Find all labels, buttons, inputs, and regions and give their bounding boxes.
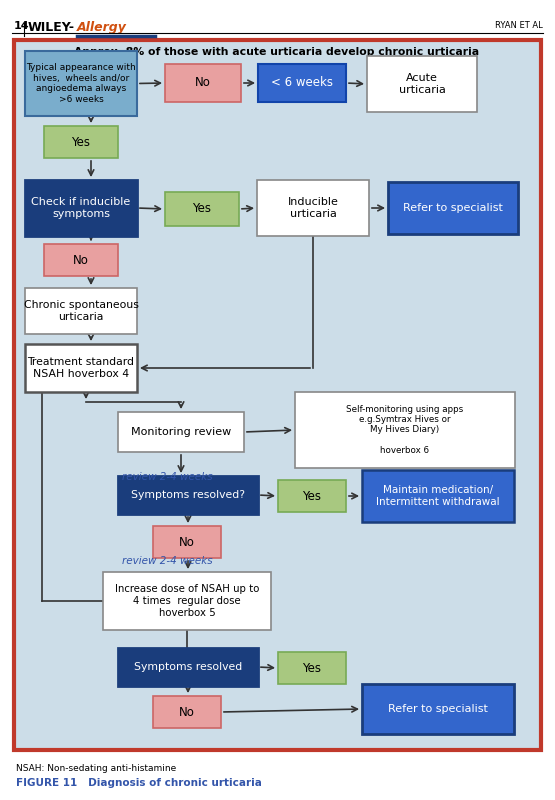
Text: Inducible
urticaria: Inducible urticaria xyxy=(287,198,339,218)
FancyBboxPatch shape xyxy=(118,648,258,686)
Text: No: No xyxy=(73,254,89,266)
FancyBboxPatch shape xyxy=(103,572,271,630)
Text: Allergy: Allergy xyxy=(77,21,127,34)
Text: Yes: Yes xyxy=(193,202,211,215)
FancyBboxPatch shape xyxy=(257,180,369,236)
Text: Refer to specialist: Refer to specialist xyxy=(403,203,503,213)
FancyBboxPatch shape xyxy=(25,180,137,236)
Text: < 6 weeks: < 6 weeks xyxy=(271,77,333,90)
FancyBboxPatch shape xyxy=(44,244,118,276)
Text: FIGURE 11   Diagnosis of chronic urticaria: FIGURE 11 Diagnosis of chronic urticaria xyxy=(16,778,262,788)
Text: Yes: Yes xyxy=(72,135,90,149)
FancyBboxPatch shape xyxy=(258,64,346,102)
Text: WILEY-: WILEY- xyxy=(28,21,75,34)
Text: No: No xyxy=(195,77,211,90)
FancyBboxPatch shape xyxy=(44,126,118,158)
Text: Increase dose of NSAH up to
4 times  regular dose
hoverbox 5: Increase dose of NSAH up to 4 times regu… xyxy=(115,584,259,618)
FancyBboxPatch shape xyxy=(388,182,518,234)
FancyBboxPatch shape xyxy=(278,480,346,512)
Text: Treatment standard
NSAH hoverbox 4: Treatment standard NSAH hoverbox 4 xyxy=(28,357,134,379)
FancyBboxPatch shape xyxy=(25,51,137,116)
FancyBboxPatch shape xyxy=(165,64,241,102)
FancyBboxPatch shape xyxy=(14,40,541,750)
Text: Typical appearance with
hives,  wheels and/or
angioedema always
>6 weeks: Typical appearance with hives, wheels an… xyxy=(26,63,136,104)
FancyBboxPatch shape xyxy=(25,288,137,334)
Text: NSAH: Non-sedating anti-histamine: NSAH: Non-sedating anti-histamine xyxy=(16,764,176,773)
FancyBboxPatch shape xyxy=(25,344,137,392)
FancyBboxPatch shape xyxy=(118,476,258,514)
Text: Acute
urticaria: Acute urticaria xyxy=(398,74,446,94)
Text: Symptoms resolved?: Symptoms resolved? xyxy=(131,490,245,500)
Text: Check if inducible
symptoms: Check if inducible symptoms xyxy=(32,198,130,218)
Text: Approx. 8% of those with acute urticaria develop chronic urticaria: Approx. 8% of those with acute urticaria… xyxy=(74,47,480,57)
Text: Refer to specialist: Refer to specialist xyxy=(388,704,488,714)
Text: Yes: Yes xyxy=(302,490,321,502)
Text: Self-monitoring using apps
e.g.Symtrax Hives or
My Hives Diary)

hoverbox 6: Self-monitoring using apps e.g.Symtrax H… xyxy=(346,405,463,455)
FancyBboxPatch shape xyxy=(362,470,514,522)
FancyBboxPatch shape xyxy=(118,412,244,452)
Text: review 2-4 weeks: review 2-4 weeks xyxy=(122,472,213,482)
Text: Yes: Yes xyxy=(302,662,321,674)
Text: Symptoms resolved: Symptoms resolved xyxy=(134,662,242,672)
FancyBboxPatch shape xyxy=(278,652,346,684)
Text: No: No xyxy=(179,706,195,718)
FancyBboxPatch shape xyxy=(367,56,477,112)
Text: Maintain medication/
Intermittent withdrawal: Maintain medication/ Intermittent withdr… xyxy=(376,485,500,507)
Text: Chronic spontaneous
urticaria: Chronic spontaneous urticaria xyxy=(23,300,138,322)
Text: 14: 14 xyxy=(14,21,29,31)
FancyBboxPatch shape xyxy=(153,696,221,728)
FancyBboxPatch shape xyxy=(362,684,514,734)
Text: review 2-4 weeks: review 2-4 weeks xyxy=(122,556,213,566)
FancyBboxPatch shape xyxy=(165,192,239,226)
Text: Monitoring review: Monitoring review xyxy=(131,427,231,437)
FancyBboxPatch shape xyxy=(153,526,221,558)
Text: RYAN ET AL: RYAN ET AL xyxy=(495,21,543,30)
FancyBboxPatch shape xyxy=(295,392,515,468)
Text: No: No xyxy=(179,535,195,549)
